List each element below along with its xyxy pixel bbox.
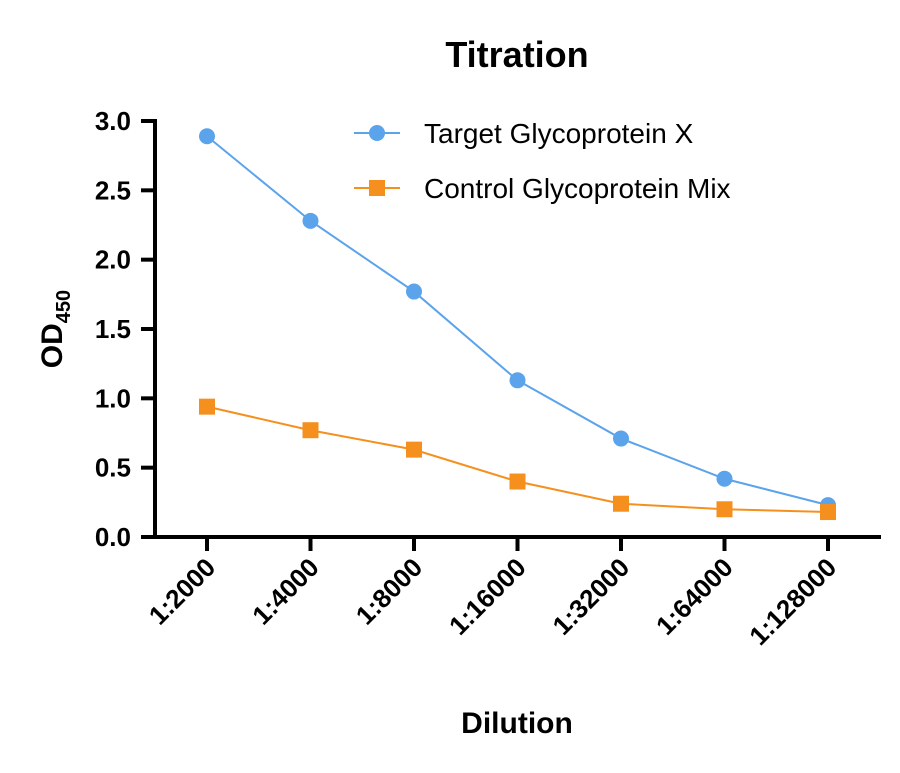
y-tick-label: 0.0	[95, 522, 131, 552]
y-axis: 0.0 0.5 1.0 1.5 2.0 2.5 3.0	[95, 106, 157, 552]
series-target	[199, 128, 836, 514]
data-point	[199, 128, 215, 145]
data-point	[509, 473, 526, 490]
y-tick-label: 0.5	[95, 453, 131, 483]
data-point	[716, 501, 733, 518]
y-axis-title-subscript: 450	[53, 290, 75, 323]
series-control	[199, 398, 836, 521]
chart-title: Titration	[445, 34, 588, 75]
y-tick-label: 1.0	[95, 383, 131, 413]
data-point	[199, 398, 215, 415]
data-point	[302, 422, 319, 439]
x-tick-label: 1:32000	[547, 552, 636, 641]
y-tick-label: 2.5	[95, 175, 131, 205]
data-point	[406, 283, 422, 300]
y-axis-title-main: OD	[36, 323, 69, 368]
x-tick-label: 1:64000	[650, 552, 739, 641]
legend: Target Glycoprotein X Control Glycoprotei…	[354, 118, 731, 204]
x-axis: 1:2000 1:4000 1:8000 1:16000 1:32000 1:64000 1…	[143, 535, 881, 651]
legend-entry: Target Glycoprotein X	[354, 118, 694, 149]
data-point	[302, 212, 319, 229]
y-tick-label: 2.0	[95, 245, 131, 275]
x-tick-label: 1:2000	[143, 552, 221, 630]
legend-marker	[369, 125, 385, 141]
y-tick-label: 3.0	[95, 106, 131, 136]
x-tick-label: 1:8000	[350, 552, 428, 630]
x-axis-title: Dilution	[461, 707, 573, 740]
legend-label: Target Glycoprotein X	[424, 118, 694, 149]
data-point	[613, 430, 629, 447]
data-point	[613, 495, 629, 512]
legend-label: Control Glycoprotein Mix	[424, 173, 731, 204]
data-point	[820, 504, 836, 521]
series-line	[206, 405, 829, 514]
x-tick-label: 1:16000	[443, 552, 532, 641]
series-layer	[199, 128, 836, 521]
data-point	[406, 441, 422, 458]
x-tick-label: 1:128000	[743, 552, 842, 651]
x-tick-label: 1:4000	[246, 552, 324, 630]
data-point	[716, 470, 733, 487]
y-tick-label: 1.5	[95, 314, 131, 344]
data-point	[509, 372, 526, 389]
legend-marker	[369, 180, 385, 196]
y-axis-title: OD450	[36, 290, 75, 368]
legend-entry: Control Glycoprotein Mix	[354, 173, 731, 204]
